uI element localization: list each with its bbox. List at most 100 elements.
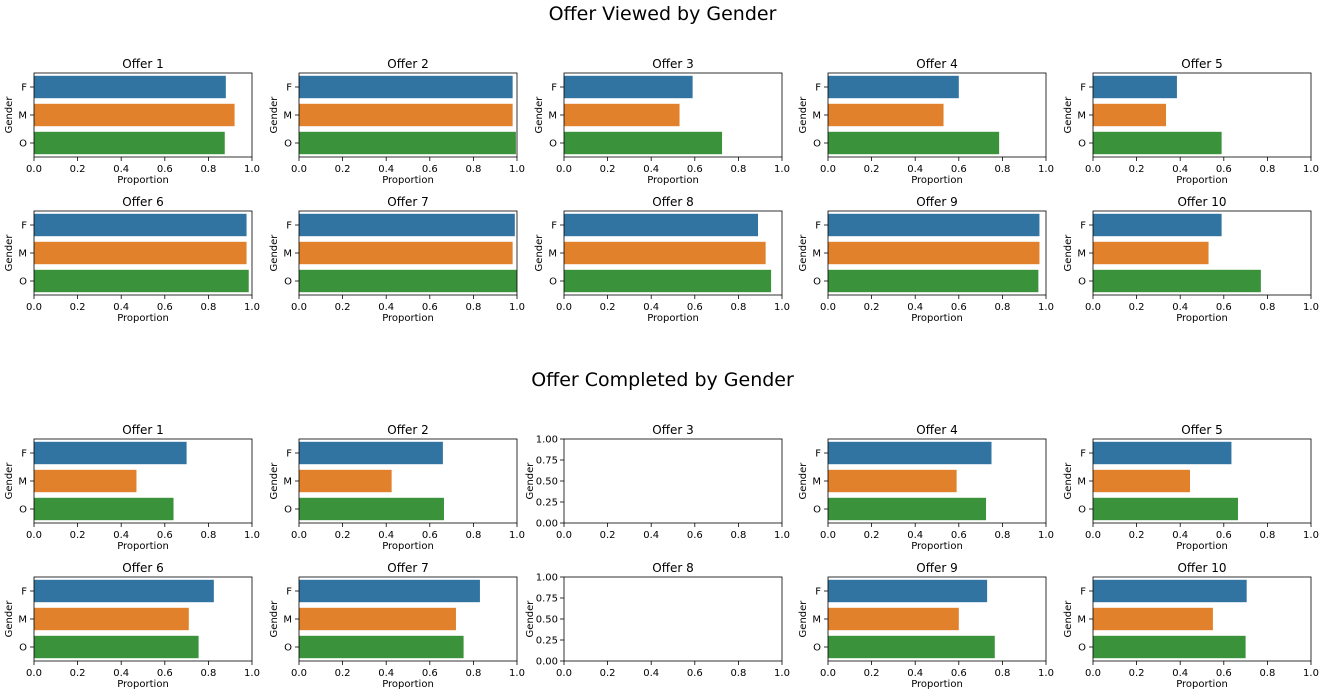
completed-offer-2-xtick-label-1: 0.2 bbox=[335, 530, 351, 541]
completed-offer-8-ylabel: Gender bbox=[525, 600, 536, 638]
completed-offer-5-frame bbox=[1092, 438, 1312, 524]
completed-offer-4-bar-o bbox=[828, 497, 987, 521]
viewed-offer-6-bar-f bbox=[34, 213, 247, 237]
viewed-offer-6-xtick-label-5: 1.0 bbox=[244, 302, 260, 313]
completed-offer-7-bar-o bbox=[299, 635, 464, 659]
completed-offer-8-xtick-label-2: 0.4 bbox=[643, 668, 659, 679]
viewed-offer-8-xtick-label-0: 0.0 bbox=[556, 302, 572, 313]
completed-offer-6-xtick-label-1: 0.2 bbox=[70, 668, 86, 679]
completed-offer-7-frame bbox=[298, 576, 518, 662]
viewed-offer-4-xtick-label-1: 0.2 bbox=[864, 164, 880, 175]
completed-offer-7-ytick-label-m: M bbox=[283, 615, 292, 626]
viewed-figure-title: Offer Viewed by Gender bbox=[548, 3, 777, 25]
completed-offer-9-xtick-label-4: 0.8 bbox=[994, 668, 1010, 679]
viewed-offer-6-ylabel: Gender bbox=[4, 234, 15, 272]
completed-offer-9-xtick-label-3: 0.6 bbox=[951, 668, 967, 679]
completed-offer-10-ylabel: Gender bbox=[1063, 600, 1074, 638]
viewed-offer-7-ytick-label-m: M bbox=[283, 249, 292, 260]
completed-offer-1-frame bbox=[33, 438, 253, 524]
viewed-offer-1-bar-m bbox=[34, 103, 235, 127]
viewed-offer-6-xtick-label-3: 0.6 bbox=[157, 302, 173, 313]
viewed-offer-4-xtick-label-3: 0.6 bbox=[951, 164, 967, 175]
viewed-offer-5-ytick-label-o: O bbox=[1078, 139, 1086, 150]
completed-offer-1-ytick-label-f: F bbox=[21, 449, 27, 460]
viewed-offer-1-ylabel: Gender bbox=[4, 96, 15, 134]
viewed-offer-9-title: Offer 9 bbox=[916, 195, 957, 209]
completed-offer-2-ytick-label-m: M bbox=[283, 477, 292, 488]
viewed-offer-8-xtick-label-2: 0.4 bbox=[643, 302, 659, 313]
viewed-offer-7-frame bbox=[298, 210, 518, 296]
completed-offer-6-frame bbox=[33, 576, 253, 662]
viewed-offer-10-ylabel: Gender bbox=[1063, 234, 1074, 272]
viewed-offer-5-xtick-label-1: 0.2 bbox=[1129, 164, 1145, 175]
viewed-offer-6-ytick-label-m: M bbox=[18, 249, 27, 260]
viewed-offer-1-title: Offer 1 bbox=[122, 57, 163, 71]
viewed-offer-8-xtick-label-5: 1.0 bbox=[774, 302, 790, 313]
completed-offer-4-xtick-label-5: 1.0 bbox=[1038, 530, 1054, 541]
viewed-offer-1-bar-f bbox=[34, 75, 226, 99]
viewed-offer-10-bar-m bbox=[1093, 241, 1209, 265]
completed-offer-8-xtick-label-3: 0.6 bbox=[687, 668, 703, 679]
viewed-offer-9-xtick-label-1: 0.2 bbox=[864, 302, 880, 313]
completed-offer-5-bar-o bbox=[1093, 497, 1238, 521]
completed-offer-2-xtick-label-5: 1.0 bbox=[509, 530, 525, 541]
completed-offer-1-xlabel: Proportion bbox=[117, 541, 169, 552]
viewed-offer-4-xlabel: Proportion bbox=[911, 175, 963, 186]
viewed-offer-2-xtick-label-0: 0.0 bbox=[291, 164, 307, 175]
completed-offer-6-xtick-label-0: 0.0 bbox=[26, 668, 42, 679]
viewed-offer-9-xlabel: Proportion bbox=[911, 313, 963, 324]
viewed-offer-5-bar-m bbox=[1093, 103, 1167, 127]
viewed-offer-4-ytick-label-o: O bbox=[813, 139, 821, 150]
viewed-offer-8-ytick-label-f: F bbox=[551, 221, 557, 232]
viewed-offer-4-bar-f bbox=[828, 75, 959, 99]
viewed-offer-7-xlabel: Proportion bbox=[382, 313, 434, 324]
viewed-offer-2-ylabel: Gender bbox=[269, 96, 280, 134]
viewed-offer-6-xlabel: Proportion bbox=[117, 313, 169, 324]
viewed-offer-5-title: Offer 5 bbox=[1181, 57, 1222, 71]
viewed-offer-3-title: Offer 3 bbox=[652, 57, 693, 71]
viewed-offer-4-bar-m bbox=[828, 103, 944, 127]
viewed-offer-6-ytick-label-f: F bbox=[21, 221, 27, 232]
viewed-offer-1-frame bbox=[33, 72, 253, 158]
viewed-offer-10-xtick-label-5: 1.0 bbox=[1303, 302, 1319, 313]
viewed-offer-10-xtick-label-0: 0.0 bbox=[1085, 302, 1101, 313]
viewed-offer-3-xtick-label-1: 0.2 bbox=[600, 164, 616, 175]
completed-offer-4-bar-f bbox=[828, 441, 992, 465]
completed-offer-7-xlabel: Proportion bbox=[382, 679, 434, 690]
completed-offer-1-xtick-label-4: 0.8 bbox=[200, 530, 216, 541]
viewed-offer-3-xlabel: Proportion bbox=[647, 175, 699, 186]
viewed-offer-6-bar-m bbox=[34, 241, 247, 265]
completed-offer-6-ytick-label-o: O bbox=[19, 643, 27, 654]
completed-offer-10-xtick-label-0: 0.0 bbox=[1085, 668, 1101, 679]
viewed-offer-7-xtick-label-3: 0.6 bbox=[422, 302, 438, 313]
completed-offer-3-xtick-label-4: 0.8 bbox=[730, 530, 746, 541]
viewed-offer-8-xlabel: Proportion bbox=[647, 313, 699, 324]
completed-offer-6-bar-m bbox=[34, 607, 189, 631]
completed-offer-3-ytick-label-1: 0.25 bbox=[536, 498, 558, 509]
completed-offer-10-ytick-label-o: O bbox=[1078, 643, 1086, 654]
completed-offer-10-frame bbox=[1092, 576, 1312, 662]
viewed-offer-3-ytick-label-o: O bbox=[549, 139, 557, 150]
viewed-offer-2-xtick-label-3: 0.6 bbox=[422, 164, 438, 175]
viewed-offer-5-xtick-label-0: 0.0 bbox=[1085, 164, 1101, 175]
completed-offer-7-xtick-label-0: 0.0 bbox=[291, 668, 307, 679]
completed-offer-5-ytick-label-o: O bbox=[1078, 505, 1086, 516]
completed-offer-10-ytick-label-m: M bbox=[1077, 615, 1086, 626]
completed-offer-3-ytick-label-3: 0.75 bbox=[536, 456, 558, 467]
viewed-offer-1-xtick-label-0: 0.0 bbox=[26, 164, 42, 175]
completed-offer-5-xtick-label-0: 0.0 bbox=[1085, 530, 1101, 541]
viewed-offer-3-xtick-label-5: 1.0 bbox=[774, 164, 790, 175]
completed-offer-4-xtick-label-2: 0.4 bbox=[907, 530, 923, 541]
completed-offer-4-ytick-label-m: M bbox=[812, 477, 821, 488]
completed-offer-4-xlabel: Proportion bbox=[911, 541, 963, 552]
completed-offer-9-frame bbox=[827, 576, 1047, 662]
completed-offer-7-xtick-label-4: 0.8 bbox=[465, 668, 481, 679]
viewed-offer-9-xtick-label-2: 0.4 bbox=[907, 302, 923, 313]
completed-offer-3-ytick-label-2: 0.50 bbox=[536, 477, 558, 488]
completed-offer-1-ytick-label-m: M bbox=[18, 477, 27, 488]
viewed-offer-6-xtick-label-4: 0.8 bbox=[200, 302, 216, 313]
viewed-offer-6-frame bbox=[33, 210, 253, 296]
completed-offer-10-bar-f bbox=[1093, 579, 1247, 603]
viewed-offer-9-xtick-label-5: 1.0 bbox=[1038, 302, 1054, 313]
